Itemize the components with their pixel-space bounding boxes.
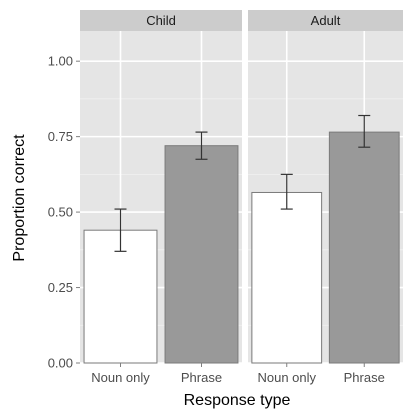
panels-layer: Child Adult xyxy=(80,10,403,364)
x-tick-label: Noun only xyxy=(257,370,316,385)
bar-adult-phrase xyxy=(328,131,400,364)
x-axis-title: Response type xyxy=(184,392,291,409)
y-tick-label: 0.25 xyxy=(48,280,73,295)
facet-child: Child xyxy=(80,10,242,364)
facet-strip xyxy=(80,10,242,31)
y-tick-label: 0.00 xyxy=(48,356,73,371)
error-bar xyxy=(358,114,371,148)
error-bar xyxy=(195,131,208,160)
y-tick-label: 1.00 xyxy=(48,54,73,69)
x-tick-label: Phrase xyxy=(181,370,222,385)
error-bar xyxy=(114,208,127,252)
bar-child-noun-only xyxy=(83,229,158,364)
y-axis-title: Proportion correct xyxy=(11,134,28,262)
facet-adult: Adult xyxy=(248,10,403,364)
bar-adult-noun-only xyxy=(251,191,323,364)
error-bar xyxy=(280,173,293,210)
y-tick-label: 0.75 xyxy=(48,129,73,144)
x-axis: Noun only Phrase Noun only Phrase xyxy=(91,363,385,385)
bar-child-phrase xyxy=(164,145,239,364)
facet-strip-label: Child xyxy=(146,13,176,28)
x-tick-label: Noun only xyxy=(91,370,150,385)
y-tick-label: 0.50 xyxy=(48,205,73,220)
facet-strip-label: Adult xyxy=(311,13,341,28)
y-axis: 0.00 0.25 0.50 0.75 1.00 xyxy=(48,54,80,371)
facet-strip xyxy=(248,10,403,31)
x-tick-label: Phrase xyxy=(344,370,385,385)
